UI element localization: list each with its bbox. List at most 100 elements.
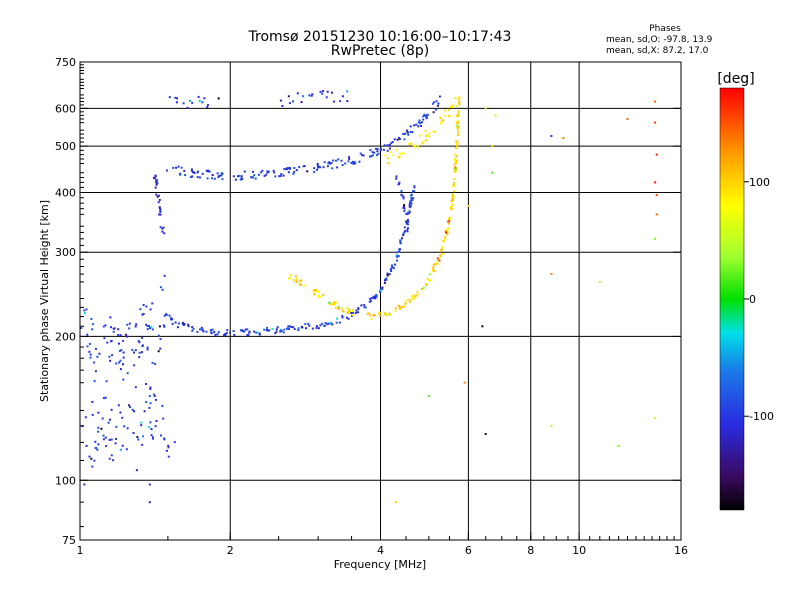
echo-point [655, 213, 658, 216]
echo-point [394, 309, 397, 312]
echo-point [395, 254, 398, 257]
echo-point [316, 168, 319, 171]
echo-point [279, 175, 282, 177]
echo-point [350, 162, 353, 164]
echo-point [124, 333, 127, 336]
echo-point [331, 91, 333, 94]
echo-point [117, 328, 120, 331]
echo-point [267, 329, 270, 332]
echo-point [388, 312, 391, 315]
echo-point [434, 108, 437, 111]
echo-point [295, 169, 298, 172]
echo-point [142, 304, 145, 306]
echo-point [379, 314, 382, 317]
echo-point [174, 96, 177, 99]
echo-point [357, 311, 360, 314]
echo-point [454, 166, 457, 169]
echo-point [411, 298, 414, 301]
echo-point [163, 437, 166, 440]
echo-point [163, 232, 166, 235]
echo-point [271, 327, 274, 330]
echo-point [267, 170, 270, 173]
echo-point [131, 348, 134, 351]
echo-point [369, 297, 372, 300]
echo-point [86, 333, 89, 336]
echo-point [128, 404, 131, 407]
echo-point [396, 259, 398, 262]
echo-point [311, 327, 314, 330]
echo-point [311, 93, 314, 96]
echo-point [654, 417, 657, 419]
echo-point [426, 116, 429, 119]
echo-point [149, 308, 152, 311]
echo-point [115, 438, 117, 440]
echo-point [436, 262, 439, 265]
echo-point [149, 421, 152, 424]
echo-point [458, 103, 461, 106]
echo-point [165, 449, 168, 452]
echo-point [83, 312, 86, 315]
echo-point [383, 313, 386, 316]
echo-point [390, 142, 393, 145]
echo-point [328, 162, 331, 165]
echo-point [427, 395, 430, 398]
echo-point [299, 283, 302, 286]
echo-point [439, 116, 442, 119]
echo-point [373, 314, 376, 317]
echo-point [263, 328, 266, 331]
echo-point [386, 157, 389, 160]
echo-point [399, 248, 402, 251]
echo-point [384, 312, 386, 315]
echo-point [418, 119, 421, 122]
echo-point [335, 301, 338, 304]
echo-point [329, 303, 331, 306]
echo-point [450, 208, 453, 211]
colorbar-tick-label: 100 [749, 176, 770, 189]
echo-point [307, 322, 310, 325]
echo-point [402, 152, 405, 155]
echo-point [455, 141, 458, 144]
echo-point [211, 174, 214, 176]
colorbar-ticks: 100 0 -100 [744, 176, 774, 423]
echo-point [158, 206, 161, 209]
echo-point [186, 106, 189, 109]
y-tick-label: 500 [55, 140, 76, 153]
echo-point [354, 162, 357, 165]
echo-point [146, 325, 149, 328]
echo-point [441, 246, 443, 249]
echo-point [90, 317, 93, 320]
echo-point [451, 106, 454, 109]
echo-point [387, 162, 390, 165]
echo-point [141, 351, 143, 354]
echo-point [373, 295, 376, 298]
echo-point [297, 327, 300, 330]
echo-point [110, 454, 113, 457]
echo-point [457, 110, 460, 113]
echo-point [423, 113, 426, 116]
echo-point [299, 280, 302, 283]
echo-point [115, 362, 118, 365]
echo-point [324, 322, 327, 324]
echo-point [455, 155, 458, 158]
echo-point [370, 318, 373, 320]
echo-point [100, 427, 103, 430]
echo-point [159, 286, 162, 289]
echo-point [278, 175, 281, 178]
echo-point [432, 266, 435, 269]
y-tick-label: 400 [55, 186, 76, 199]
echo-point [654, 181, 657, 184]
echo-point [149, 327, 152, 329]
echo-point [550, 135, 553, 137]
echo-point [173, 441, 176, 444]
echo-point [444, 114, 446, 117]
echo-point [372, 297, 375, 300]
echo-point [445, 231, 448, 234]
echo-point [316, 162, 319, 165]
echo-point [348, 158, 351, 161]
echo-point [317, 327, 320, 330]
echo-point [150, 326, 153, 329]
echo-point [388, 143, 391, 146]
echo-point [456, 126, 459, 129]
echo-point [316, 325, 318, 328]
echo-point [376, 150, 379, 153]
